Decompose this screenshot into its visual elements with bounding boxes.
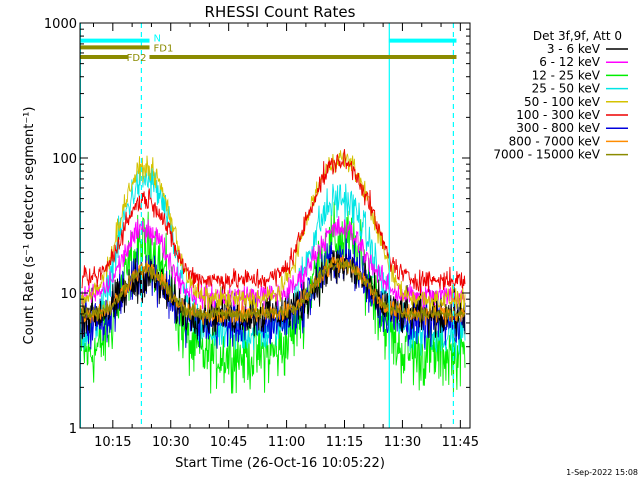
legend-label-1: 3 - 6 keV — [547, 42, 601, 56]
y-axis: 1 10 100 1000 — [44, 17, 470, 437]
series-line-9 — [81, 257, 466, 324]
footer-timestamp: 1-Sep-2022 15:08 — [566, 468, 638, 477]
flag-label-fd2: FD2 — [127, 53, 147, 64]
y-axis-label: Count Rate (s⁻¹ detector segment⁻¹) — [22, 107, 37, 345]
y-tick-label-4: 1000 — [44, 17, 77, 32]
legend-label-2: 6 - 12 keV — [539, 55, 601, 69]
legend-label-8: 800 - 7000 keV — [509, 134, 601, 148]
x-tick-label-7: 11:45 — [442, 435, 479, 450]
x-tick-label-3: 10:45 — [210, 435, 247, 450]
legend-label-9: 7000 - 15000 keV — [493, 148, 600, 162]
x-tick-label-2: 10:30 — [152, 435, 189, 450]
legend-label-7: 300 - 800 keV — [516, 121, 600, 135]
flag-label-n: N — [154, 34, 161, 45]
legend-label-6: 100 - 300 keV — [516, 108, 600, 122]
legend-label-4: 25 - 50 keV — [532, 82, 601, 96]
y-tick-label-1: 1 — [69, 422, 77, 437]
legend-label-5: 50 - 100 keV — [524, 95, 601, 109]
legend-label-3: 12 - 25 keV — [532, 68, 601, 82]
x-tick-label-4: 11:00 — [268, 435, 305, 450]
x-tick-label-5: 11:15 — [326, 435, 363, 450]
x-tick-label-1: 10:15 — [94, 435, 131, 450]
series-line-6 — [81, 149, 466, 294]
y-tick-label-2: 10 — [60, 287, 77, 302]
x-axis: 10:15 10:30 10:45 11:00 11:15 11:30 11:45 — [93, 23, 479, 450]
x-tick-label-6: 11:30 — [384, 435, 421, 450]
plot-frame — [79, 22, 471, 429]
plot-area — [79, 23, 466, 428]
series-line-5 — [81, 150, 466, 312]
series-line-2 — [81, 216, 466, 310]
x-axis-label: Start Time (26-Oct-16 10:05:22) — [175, 456, 385, 471]
chart-title: RHESSI Count Rates — [205, 3, 356, 21]
flag-label-fd1: FD1 — [154, 43, 174, 54]
y-tick-label-3: 100 — [52, 152, 77, 167]
legend-title: Det 3f,9f, Att 0 — [533, 29, 622, 43]
